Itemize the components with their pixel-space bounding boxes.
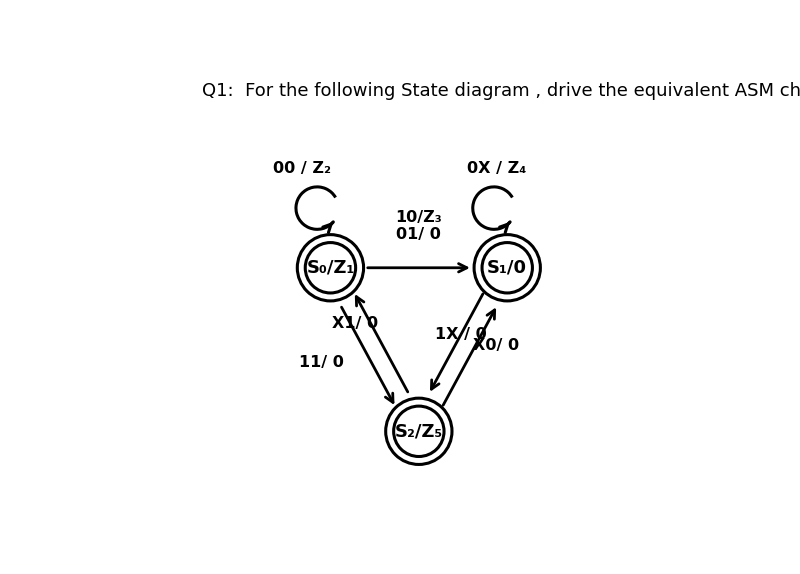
Circle shape <box>482 243 533 293</box>
Text: X0/ 0: X0/ 0 <box>473 338 519 352</box>
Text: 11/ 0: 11/ 0 <box>299 355 344 370</box>
Text: 00 / Z₂: 00 / Z₂ <box>273 161 330 176</box>
Text: S₁/0: S₁/0 <box>487 259 527 277</box>
Circle shape <box>306 243 356 293</box>
Text: 0X / Z₄: 0X / Z₄ <box>466 161 526 176</box>
Circle shape <box>394 406 444 456</box>
Text: X1/ 0: X1/ 0 <box>332 316 378 331</box>
Text: S₀/Z₁: S₀/Z₁ <box>306 259 354 277</box>
Text: Q1:  For the following State diagram , drive the equivalent ASM chart.: Q1: For the following State diagram , dr… <box>202 82 800 100</box>
Text: 1X / 0: 1X / 0 <box>435 327 486 342</box>
Text: S₂/Z₅: S₂/Z₅ <box>394 422 443 440</box>
Text: 10/Z₃
01/ 0: 10/Z₃ 01/ 0 <box>395 210 442 242</box>
